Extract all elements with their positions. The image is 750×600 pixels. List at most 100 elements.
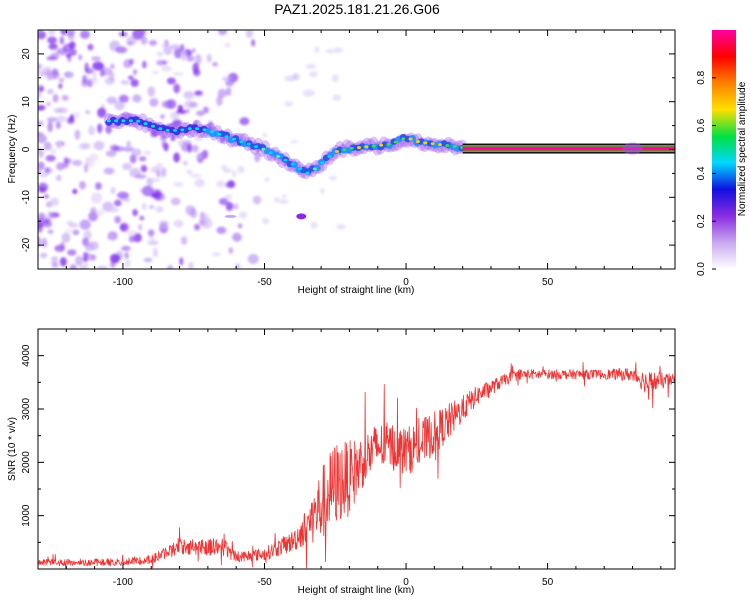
noise-blob — [152, 191, 164, 201]
colorbar-tick-label: 0.6 — [696, 118, 707, 132]
noise-blob — [181, 143, 192, 152]
x-tick-label: 0 — [403, 277, 409, 288]
noise-blob — [194, 134, 204, 142]
noise-blob — [88, 211, 98, 222]
spectrogram-x-ticks: -100 -50 0 50 — [37, 30, 662, 288]
snr-series-line — [38, 362, 675, 569]
ridge-core — [327, 155, 332, 159]
noise-blob — [320, 187, 325, 194]
noise-blob — [167, 264, 174, 269]
noise-blob — [92, 61, 104, 71]
noise-blob — [109, 144, 120, 152]
noise-blob — [152, 247, 159, 258]
spectrogram-y-ticks: -20 -10 0 10 20 — [21, 29, 675, 270]
noise-blob — [108, 71, 115, 82]
x-tick-label: 50 — [542, 277, 554, 288]
noise-blob — [284, 100, 294, 107]
noise-blob — [80, 142, 91, 150]
noise-blob — [188, 261, 194, 269]
snr-plot-area — [38, 329, 675, 569]
noise-blob — [45, 154, 56, 162]
noise-blob — [106, 96, 118, 105]
noise-blob — [217, 30, 228, 36]
noise-blob — [56, 115, 67, 123]
x-tick-label: 50 — [542, 577, 554, 588]
spectrogram-x-axis-label: Height of straight line (km) — [298, 285, 415, 296]
noise-blob — [170, 197, 181, 206]
noise-blob — [160, 114, 165, 120]
noise-blob — [114, 199, 122, 207]
noise-blob — [131, 148, 142, 157]
noise-blob — [114, 215, 121, 224]
noise-blob — [39, 252, 48, 259]
ridge-core — [136, 119, 141, 123]
y-tick-label: 20 — [21, 48, 32, 60]
ridge-core — [195, 127, 200, 130]
snr-y-ticks: 1000 2000 3000 4000 — [21, 328, 675, 543]
colorbar-label: Normalized spectral amplitude — [737, 81, 748, 216]
ridge-core — [423, 141, 428, 145]
noise-blob — [52, 68, 59, 77]
noise-blob — [47, 229, 54, 234]
noise-blob — [50, 197, 59, 207]
noise-blob — [173, 83, 181, 94]
noise-blob — [140, 165, 148, 173]
noise-blob — [161, 65, 172, 72]
ridge-core — [452, 145, 457, 148]
noise-blob — [61, 94, 69, 101]
colorbar-tick-label: 0.0 — [696, 262, 707, 276]
noise-blob — [166, 77, 176, 85]
noise-blob — [252, 195, 262, 205]
noise-blob — [190, 207, 197, 219]
noise-blob — [302, 89, 315, 97]
noise-blob — [238, 211, 248, 219]
y-tick-label: 2000 — [21, 451, 32, 474]
noise-blob — [128, 235, 136, 243]
ridge-core — [114, 119, 119, 123]
noise-blob — [173, 219, 184, 228]
ridge-core — [290, 162, 295, 166]
noise-blob — [183, 90, 195, 100]
tone-bump — [622, 142, 643, 155]
x-tick-label: -50 — [257, 277, 272, 288]
ridge-core — [349, 146, 354, 150]
ridge-core — [298, 167, 303, 171]
noise-blob — [48, 43, 58, 50]
noise-blob — [171, 44, 180, 50]
ridge-core — [283, 158, 288, 162]
noise-blob — [224, 181, 236, 188]
ridge-core — [158, 127, 163, 131]
noise-blob — [149, 98, 159, 107]
noise-blob — [78, 54, 83, 61]
noise-blob — [68, 223, 79, 228]
ridge-core — [128, 119, 133, 123]
noise-blob — [195, 154, 203, 158]
noise-blob — [38, 120, 44, 126]
noise-blob — [38, 186, 47, 194]
noise-blob — [314, 46, 320, 53]
noise-blob — [148, 40, 158, 46]
noise-blob — [124, 252, 129, 259]
noise-blob — [90, 77, 98, 85]
noise-blob — [185, 108, 190, 114]
ridge-core — [386, 142, 391, 146]
noise-blob — [186, 55, 195, 62]
ridge-core — [246, 142, 251, 146]
noise-blob — [78, 180, 87, 190]
noise-blob — [173, 48, 183, 59]
noise-blob — [38, 236, 41, 248]
noise-blob — [96, 209, 105, 216]
snr-frame — [37, 328, 676, 570]
noise-blob — [90, 207, 97, 215]
noise-blob — [127, 75, 134, 80]
noise-blob — [165, 99, 177, 110]
noise-blob — [139, 187, 151, 194]
noise-blob — [175, 109, 187, 114]
noise-blob — [237, 223, 243, 229]
noise-blob — [160, 43, 170, 48]
noise-blob — [119, 222, 129, 232]
noise-blob — [64, 30, 76, 37]
noise-blob — [46, 116, 58, 123]
noise-blob — [56, 48, 68, 56]
